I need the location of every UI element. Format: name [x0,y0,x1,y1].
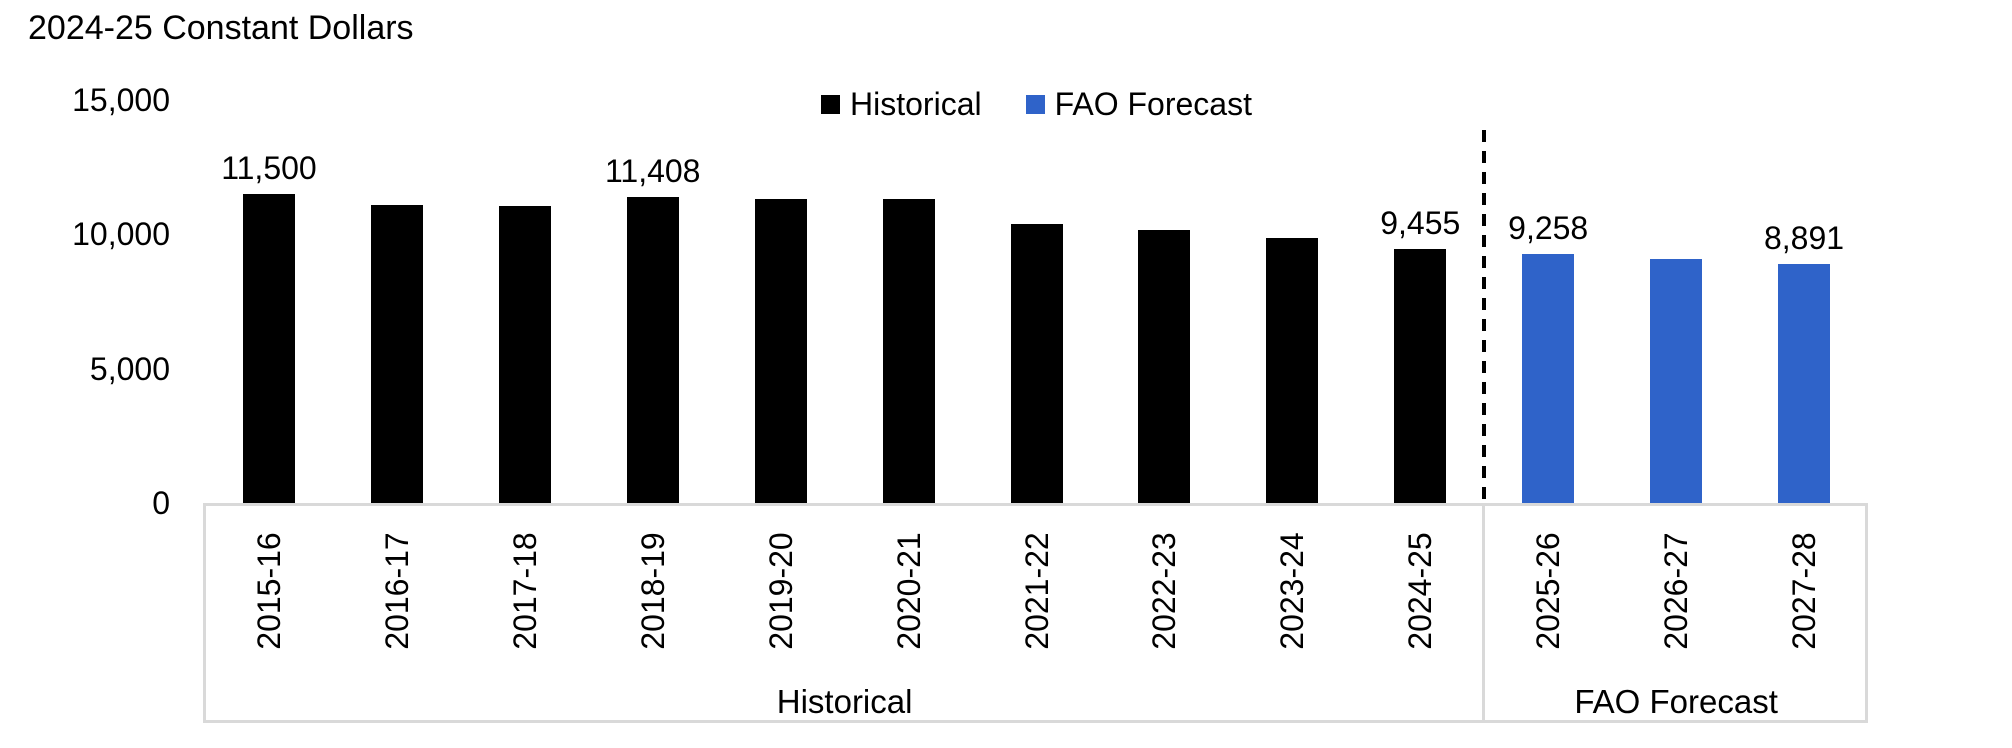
x-axis-category-text: 2026-27 [1658,532,1695,650]
x-axis-category-text: 2022-23 [1146,532,1183,650]
legend: Historical FAO Forecast [205,86,1868,122]
bar-value-label-2024-25: 9,455 [1380,204,1461,241]
bar-2015-16 [242,194,295,503]
bar-2026-27 [1650,259,1703,503]
bar-2020-21 [882,198,935,503]
bar-2016-17 [370,204,423,503]
x-axis-category-text: 2017-18 [506,532,543,650]
x-axis-category-text: 2027-28 [1786,532,1823,650]
x-axis-category-text: 2024-25 [1402,532,1439,650]
forecast-separator-dashed-line [1482,130,1486,503]
category-axis-frame [203,503,1868,723]
bar-2022-23 [1138,230,1191,503]
category-axis-group-divider [1482,506,1485,720]
fao-forecast-series-swatch-icon [1025,94,1045,114]
x-axis-category-text: 2020-21 [890,532,927,650]
y-axis-tick-label: 0 [152,485,170,521]
x-axis-category-text: 2021-22 [1018,532,1055,650]
x-axis-category-text: 2025-26 [1530,532,1567,650]
bar-value-label-2025-26: 9,258 [1508,210,1589,247]
bar-2025-26 [1522,254,1575,503]
x-axis-category-text: 2016-17 [378,532,415,650]
bar-2027-28 [1778,264,1831,503]
bar-2024-25 [1394,248,1447,503]
bar-2019-20 [754,199,807,503]
bar-value-label-2027-28: 8,891 [1763,220,1845,257]
x-axis-category-text: 2018-19 [634,532,671,650]
x-axis-category-text: 2015-16 [250,532,287,650]
bar-value-label-2015-16: 11,500 [221,150,317,187]
legend-item-fao-forecast: FAO Forecast [1025,86,1252,122]
legend-label-fao-forecast: FAO Forecast [1054,86,1252,122]
x-axis-category-text: 2019-20 [762,532,799,650]
legend-label-historical: Historical [850,86,982,122]
bar-2018-19 [626,196,679,503]
y-axis-tick-label: 10,000 [72,216,170,253]
chart-title: 2024-25 Constant Dollars [28,9,414,47]
y-axis-tick-label: 15,000 [72,82,170,118]
axis-group-label-fao-forecast: FAO Forecast [1574,683,1778,720]
bar-2017-18 [498,206,551,503]
axis-group-label-historical: Historical [776,683,913,720]
x-axis-category-text: 2023-24 [1274,532,1311,650]
bar-2023-24 [1266,238,1319,503]
historical-series-swatch-icon [821,94,841,114]
legend-item-historical: Historical [821,86,982,122]
bar-value-label-2018-19: 11,408 [604,152,701,189]
bar-2021-22 [1010,223,1063,503]
y-axis-tick-label: 5,000 [89,350,170,387]
